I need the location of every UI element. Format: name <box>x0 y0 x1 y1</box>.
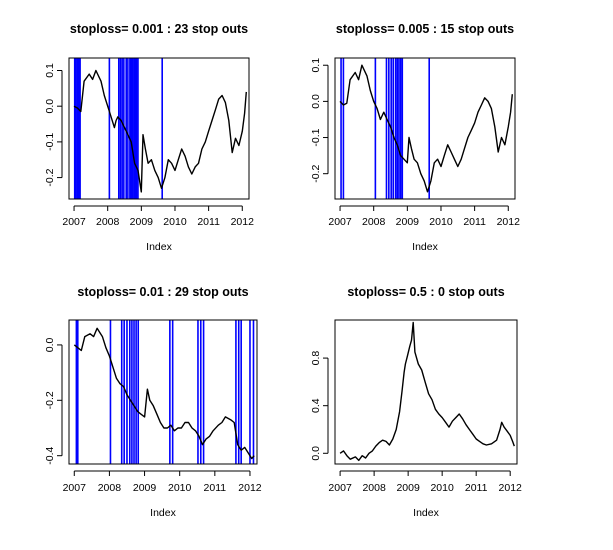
x-tick-label: 2011 <box>463 216 486 228</box>
panel-title: stoploss= 0.01 : 29 stop outs <box>77 285 248 299</box>
y-tick-label: 0.4 <box>310 398 322 413</box>
plot-frame <box>334 57 516 200</box>
panel-title: stoploss= 0.001 : 23 stop outs <box>70 22 248 36</box>
series-line <box>73 327 255 460</box>
plot-frame <box>68 57 250 200</box>
x-tick-label: 2011 <box>197 216 220 228</box>
x-tick-label: 2008 <box>96 216 120 228</box>
x-tick-label: 2010 <box>163 216 187 228</box>
x-axis-label: Index <box>412 241 438 253</box>
y-tick-label: -0.4 <box>44 446 56 464</box>
panel-sl-0005: stoploss= 0.005 : 15 stop outs 2007 2008 20… <box>310 22 520 253</box>
x-tick-label: 2012 <box>497 216 521 228</box>
x-tick-label: 2012 <box>238 482 262 494</box>
y-tick-label: -0.2 <box>44 391 56 409</box>
x-tick-label: 2007 <box>62 216 86 228</box>
chart-panels: stoploss= 0.001 : 23 stop outs 2007 2008 20… <box>44 22 522 519</box>
x-axis-label: Index <box>150 507 176 519</box>
x-tick-label: 2010 <box>429 216 453 228</box>
panel-sl-05: stoploss= 0.5 : 0 stop outs 2007 2008 2009 2… <box>310 285 522 519</box>
series-line <box>339 321 515 462</box>
x-tick-label: 2007 <box>328 482 352 494</box>
x-tick-label: 2009 <box>133 482 157 494</box>
panel-sl-001: stoploss= 0.01 : 29 stop outs 2007 2008 200… <box>44 285 262 519</box>
x-axis-label: Index <box>413 507 439 519</box>
series-line <box>73 69 247 193</box>
plot-frame <box>68 319 258 465</box>
x-tick-label: 2007 <box>328 216 352 228</box>
x-tick-label: 2009 <box>396 482 420 494</box>
x-tick-label: 2009 <box>130 216 154 228</box>
y-tick-label: 0.0 <box>310 94 322 109</box>
y-tick-label: -0.1 <box>44 133 56 151</box>
y-tick-label: 0.0 <box>44 337 56 352</box>
x-tick-label: 2012 <box>231 216 255 228</box>
x-tick-label: 2008 <box>98 482 122 494</box>
x-tick-label: 2011 <box>204 482 227 494</box>
x-tick-label: 2010 <box>168 482 192 494</box>
y-tick-label: -0.2 <box>310 164 322 182</box>
x-tick-label: 2008 <box>362 482 386 494</box>
y-tick-label: 0.8 <box>310 351 322 366</box>
y-tick-label: 0.1 <box>310 58 322 73</box>
x-tick-label: 2009 <box>396 216 420 228</box>
x-tick-label: 2011 <box>465 482 488 494</box>
x-tick-label: 2007 <box>63 482 87 494</box>
y-tick-label: 0.0 <box>44 99 56 114</box>
x-axis-label: Index <box>146 241 172 253</box>
y-tick-label: -0.2 <box>44 168 56 186</box>
series-line <box>339 64 513 193</box>
panel-sl-0001: stoploss= 0.001 : 23 stop outs 2007 2008 20… <box>44 22 254 253</box>
panel-title: stoploss= 0.5 : 0 stop outs <box>347 285 504 299</box>
x-tick-label: 2008 <box>362 216 386 228</box>
x-tick-label: 2010 <box>430 482 454 494</box>
y-tick-label: -0.1 <box>310 128 322 146</box>
panel-title: stoploss= 0.005 : 15 stop outs <box>336 22 514 36</box>
plot-frame <box>334 319 518 465</box>
y-tick-label: 0.0 <box>310 446 322 461</box>
x-tick-label: 2012 <box>499 482 523 494</box>
y-tick-label: 0.1 <box>44 63 56 78</box>
